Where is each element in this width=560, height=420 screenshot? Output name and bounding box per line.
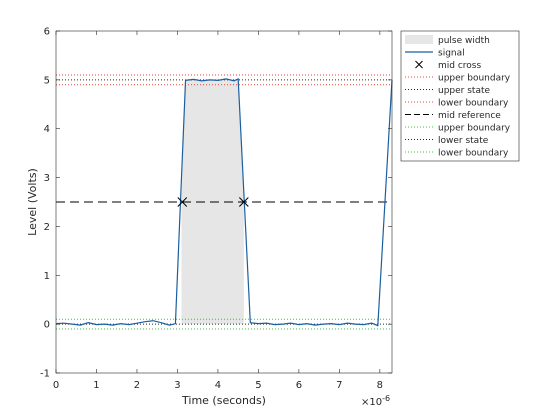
x-tick-label: 7 [336,380,342,391]
legend-label: signal [438,49,465,59]
legend-item-8: upper boundary [405,124,511,134]
legend-item-10: lower boundary [405,149,509,159]
x-axis-label: Time (seconds) [181,394,266,407]
y-tick-label: 0 [44,320,50,331]
x-tick-label: 5 [255,380,261,391]
legend-item-5: upper state [405,86,490,96]
y-tick-label: -1 [40,369,50,380]
y-tick-label: 6 [44,27,50,38]
x-tick-label: 2 [134,380,140,391]
legend-label: upper boundary [438,124,511,134]
legend-label: lower boundary [438,99,509,109]
x-tick-label: 0 [53,380,59,391]
y-tick-label: 4 [44,124,50,135]
legend-label: lower boundary [438,149,509,159]
x-tick-label: 8 [377,380,383,391]
legend-item-4: upper boundary [405,74,511,84]
legend-label: upper boundary [438,74,511,84]
legend: pulse width signal mid cross upper boundary… [400,30,520,162]
x-axis-exponent-base: ×10 [361,397,382,408]
x-axis-exponent-power: -6 [382,394,390,403]
y-tick-label: 1 [44,271,50,282]
x-axis-exponent: ×10-6 [361,394,390,408]
y-tick-label: 5 [44,75,50,86]
legend-swatch-pulse-width [405,35,433,44]
legend-item-1: pulse width [405,35,490,46]
x-tick-label: 1 [93,380,99,391]
legend-item-6: lower boundary [405,99,509,109]
y-axis-label: Level (Volts) [26,168,39,236]
legend-item-9: lower state [405,136,489,146]
legend-label: mid reference [438,111,501,121]
legend-label: lower state [438,136,489,146]
signal-line [55,77,393,327]
mid-cross-marker-2 [238,197,249,207]
legend-item-7: mid reference [405,111,501,121]
legend-item-3: mid cross [415,60,481,71]
mid-cross-marker-1 [177,197,188,207]
legend-label: upper state [438,86,490,96]
legend-item-2: signal [405,49,465,59]
legend-swatch-mid-cross [415,60,423,69]
axes-box [55,30,393,374]
plot-area [55,74,393,330]
legend-label: mid cross [438,61,481,71]
x-tick-label: 6 [296,380,302,391]
legend-label: pulse width [438,36,490,46]
y-tick-label: 3 [44,173,50,184]
y-tick-label: 2 [44,222,50,233]
x-tick-label: 4 [215,380,221,391]
x-tick-label: 3 [174,380,180,391]
